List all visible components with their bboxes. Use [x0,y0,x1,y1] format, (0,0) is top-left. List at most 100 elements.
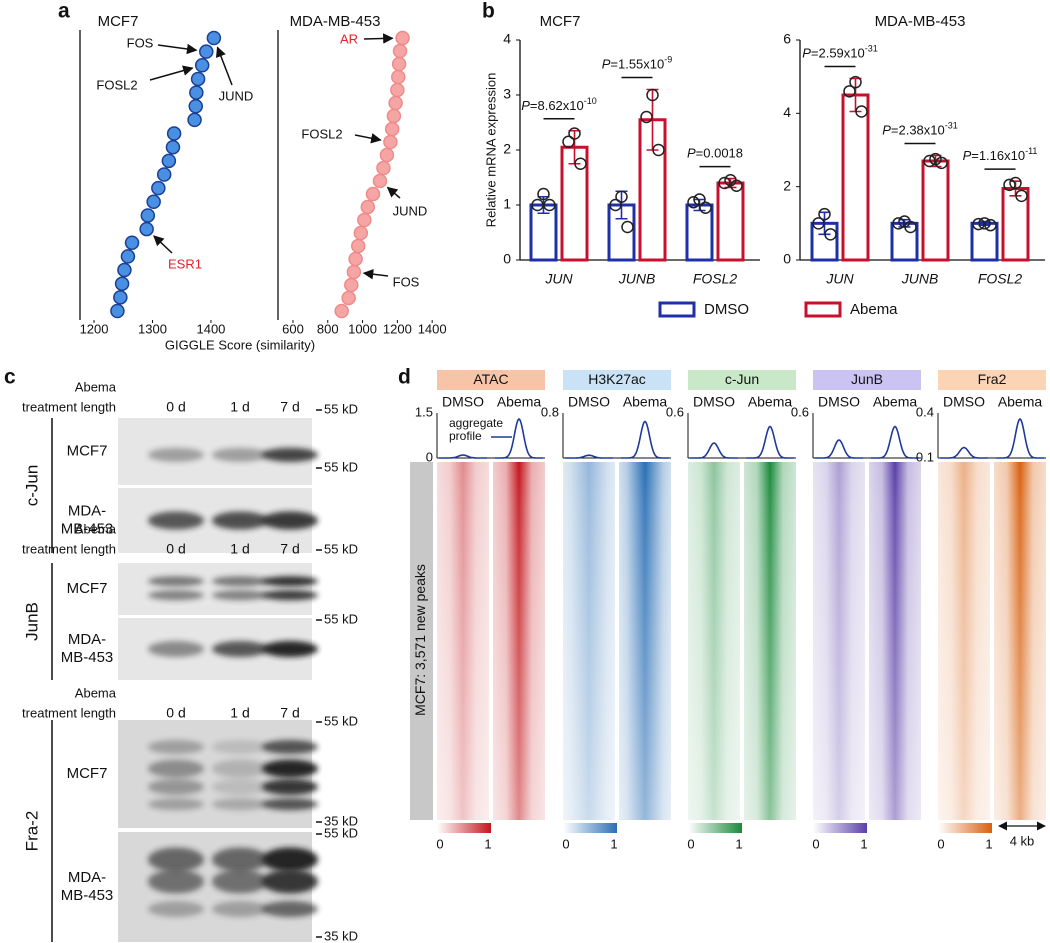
y-tick-label: 6 [783,31,791,47]
heatmap-fade [813,462,865,820]
size-marker: 55 kD [324,401,358,416]
annotation: FOSL2 [301,126,342,141]
p-value-text: =1.55x10 [610,57,664,72]
annotation: FOS [127,35,154,50]
band [148,778,204,795]
x-tick-label: 1400 [196,321,225,336]
bar [841,93,870,262]
condition-label: Abema [623,394,668,410]
dot [365,186,381,202]
p-value: P=2.38x10-31 [882,121,958,138]
blot-header: treatment length [22,705,116,720]
aggregate-profile [439,454,487,459]
y-tick-label: 0 [503,251,511,267]
blot-header: treatment length [22,541,116,556]
data-point [929,152,942,166]
track-name: Fra2 [978,371,1007,387]
p-value-text: =2.59x10 [811,46,865,61]
band [212,740,268,754]
cell-line: MB-453 [61,887,114,904]
annotation: ESR1 [168,256,202,271]
p-value: P=2.59x10-31 [802,44,878,61]
data-point [537,187,550,201]
band [148,869,204,894]
band [148,447,204,462]
aggregate-profile [746,425,794,459]
colorbar-tick-label: 0 [436,836,443,851]
annotation: FOS [393,274,420,289]
data-point [935,156,948,170]
data-point [892,217,905,230]
x-tick-label: 1200 [80,321,109,336]
band [262,576,318,587]
p-value-exponent: -31 [865,44,878,54]
x-axis-label: GIGGLE Score (similarity) [165,337,315,352]
colorbar [938,823,992,833]
band [262,798,318,811]
track-header [563,370,671,390]
y-tick-label: 4 [783,104,791,120]
colorbar-tick-label: 1 [735,836,742,851]
band [148,511,204,530]
colorbar-tick-label: 0 [812,836,819,851]
track-header [813,370,921,390]
annotation-arrow [157,43,198,55]
colorbar [437,823,491,833]
size-marker: 35 kD [324,928,358,943]
colorbar-tick-label: 1 [860,836,867,851]
dot [376,160,391,176]
data-point [849,75,862,89]
dot [206,30,222,46]
x-tick-label: JUNB [901,271,939,287]
y-tick-label: 4 [503,31,511,47]
cell-line: MDA- [68,869,106,886]
dot [379,147,395,163]
data-point [904,220,917,234]
dot [341,290,356,306]
timepoint: 1 d [230,399,249,415]
data-point [923,154,936,168]
aggregate-profile [690,442,738,459]
data-point [646,88,659,102]
dot [392,43,408,59]
dot [395,30,410,46]
dot [190,71,206,87]
panel-label: d [398,366,411,389]
timepoint: 0 d [166,541,185,557]
x-tick-label: FOSL2 [693,271,738,287]
condition-label: Abema [873,394,918,410]
dot [124,235,140,250]
annotation-arrow [386,186,401,199]
annotation: JUND [393,203,428,218]
annotation-arrow [354,133,382,144]
data-point [730,179,743,192]
profile-tick-label: 0 [426,449,433,464]
dot [360,199,376,215]
dot [346,264,362,280]
p-value-exponent: -10 [584,96,597,106]
dot [353,225,369,241]
p-value-text: =8.62x10 [530,98,584,113]
dot [199,44,214,59]
profile-legend: aggregate [449,416,503,430]
band [212,759,268,778]
heatmap-fade [744,462,796,820]
profile-tick-label: 1.5 [415,404,433,419]
profile-tick-label: 0.6 [666,404,684,419]
track-name: H3K27ac [588,371,646,387]
p-value: P=8.62x10-10 [521,96,597,113]
bar [1001,187,1030,262]
band [212,778,268,795]
heatmap-fade [493,462,545,820]
band [262,901,318,917]
colorbar-tick-label: 0 [687,836,694,851]
timepoint: 0 d [166,705,185,721]
data-point [718,176,731,190]
dot [386,108,402,124]
heatmap-fade [619,462,671,820]
data-point [640,110,653,124]
p-value-exponent: -11 [1025,147,1037,157]
band [148,847,204,872]
